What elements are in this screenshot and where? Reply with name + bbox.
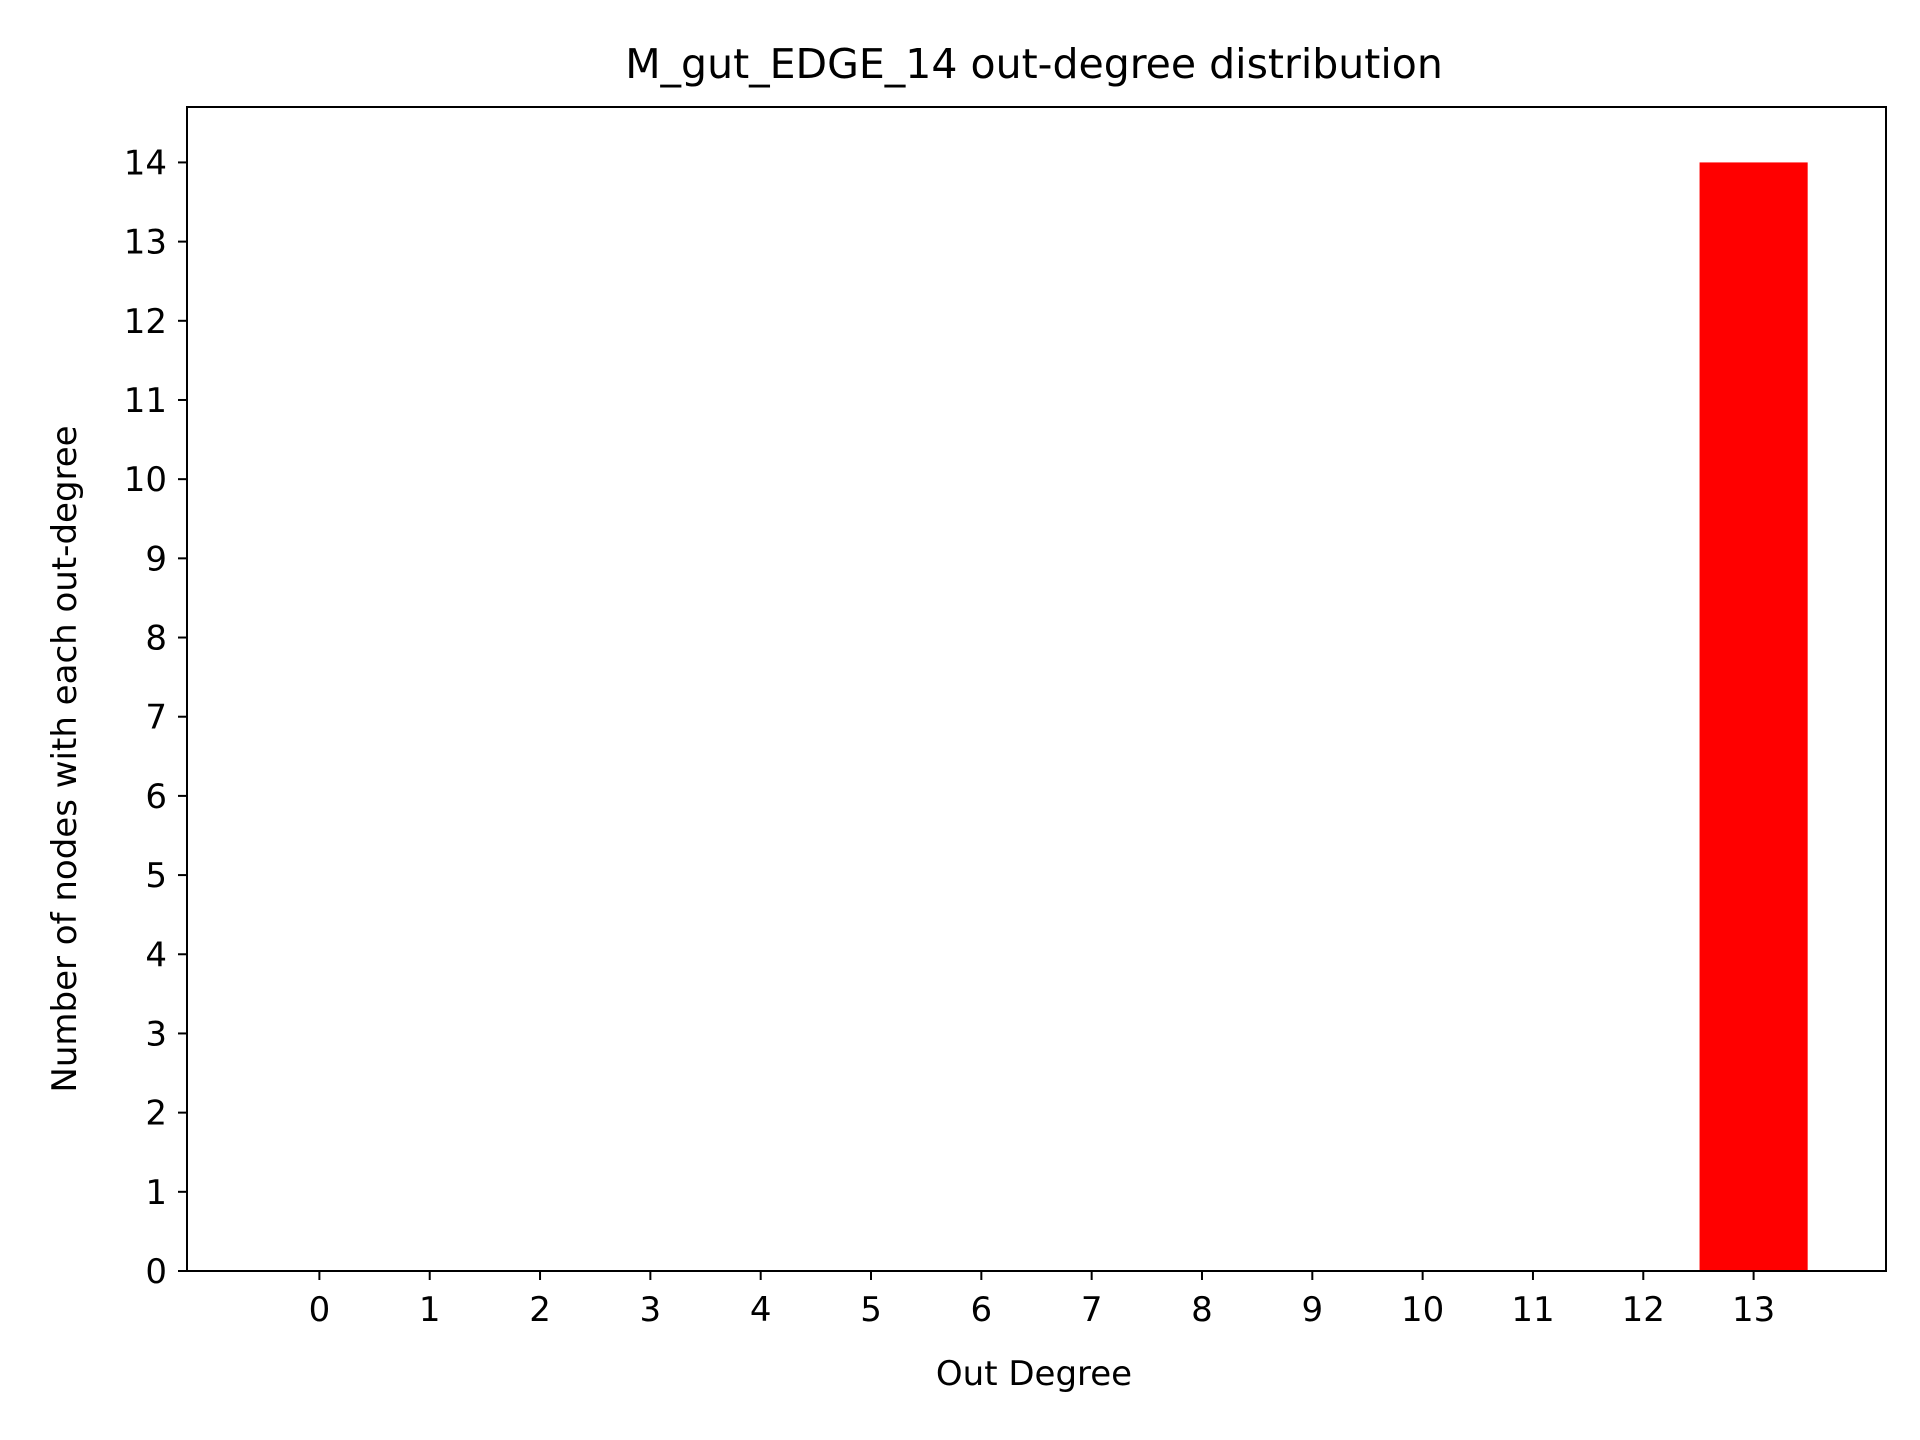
chart-title: M_gut_EDGE_14 out-degree distribution [625,40,1443,88]
x-axis-title: Out Degree [936,1354,1132,1394]
bar-13 [1699,162,1808,1271]
x-tick-label-2: 2 [529,1290,551,1330]
x-axis-ticks: 0 1 2 3 4 5 6 7 8 9 10 11 12 13 [309,1271,1775,1330]
x-tick-label-13: 13 [1732,1290,1775,1330]
x-tick-label-6: 6 [971,1290,993,1330]
y-tick-label-6: 6 [145,777,167,817]
y-tick-label-4: 4 [145,935,167,975]
x-tick-label-3: 3 [640,1290,662,1330]
y-tick-label-11: 11 [124,381,167,421]
y-tick-label-13: 13 [124,223,167,263]
y-tick-label-7: 7 [145,698,167,738]
x-tick-label-0: 0 [309,1290,331,1330]
y-tick-label-2: 2 [145,1094,167,1134]
plot-frame [186,106,1887,1272]
x-tick-label-7: 7 [1081,1290,1103,1330]
x-tick-label-1: 1 [419,1290,441,1330]
y-tick-label-5: 5 [145,856,167,896]
y-tick-label-0: 0 [145,1252,167,1292]
y-tick-label-10: 10 [124,460,167,500]
y-axis-title: Number of nodes with each out-degree [45,425,85,1092]
x-tick-label-9: 9 [1301,1290,1323,1330]
x-tick-label-4: 4 [750,1290,772,1330]
x-tick-label-10: 10 [1401,1290,1444,1330]
y-tick-label-12: 12 [124,302,167,342]
bars-layer [1699,162,1808,1271]
x-tick-label-12: 12 [1622,1290,1665,1330]
x-tick-label-11: 11 [1511,1290,1554,1330]
y-tick-label-9: 9 [145,539,167,579]
y-tick-label-14: 14 [124,143,167,183]
y-tick-label-3: 3 [145,1014,167,1054]
y-tick-label-1: 1 [145,1173,167,1213]
y-tick-label-8: 8 [145,619,167,659]
x-tick-label-8: 8 [1191,1290,1213,1330]
x-tick-label-5: 5 [860,1290,882,1330]
